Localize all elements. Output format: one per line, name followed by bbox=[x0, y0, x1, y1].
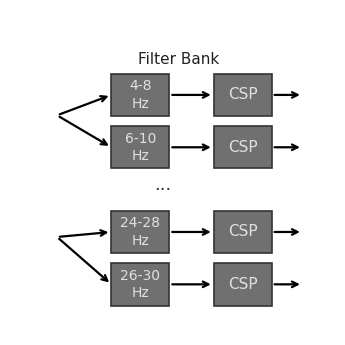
Text: 24-28
Hz: 24-28 Hz bbox=[120, 216, 160, 248]
Text: CSP: CSP bbox=[228, 277, 257, 292]
Bar bbox=[111, 263, 169, 306]
Bar bbox=[214, 74, 272, 116]
Text: Filter Bank: Filter Bank bbox=[138, 52, 219, 67]
Bar bbox=[111, 74, 169, 116]
Text: CSP: CSP bbox=[228, 140, 257, 155]
Text: 26-30
Hz: 26-30 Hz bbox=[120, 269, 160, 300]
Text: 4-8
Hz: 4-8 Hz bbox=[129, 79, 152, 110]
Text: CSP: CSP bbox=[228, 87, 257, 102]
Text: CSP: CSP bbox=[228, 225, 257, 239]
Text: 6-10
Hz: 6-10 Hz bbox=[125, 132, 156, 163]
Bar bbox=[111, 126, 169, 168]
Text: ...: ... bbox=[155, 176, 172, 194]
Bar bbox=[111, 211, 169, 253]
Bar bbox=[214, 263, 272, 306]
Bar bbox=[214, 211, 272, 253]
Bar bbox=[214, 126, 272, 168]
